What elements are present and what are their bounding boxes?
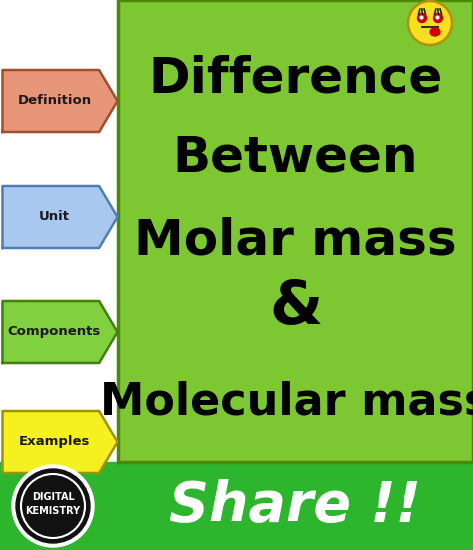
Polygon shape	[2, 301, 117, 363]
Circle shape	[12, 465, 94, 547]
Bar	[0, 462, 473, 550]
Text: DIGITAL: DIGITAL	[32, 492, 74, 502]
Circle shape	[433, 14, 443, 23]
Polygon shape	[2, 411, 117, 473]
Circle shape	[418, 14, 427, 23]
Text: Difference: Difference	[149, 54, 443, 102]
Text: Between: Between	[173, 133, 418, 181]
Polygon shape	[2, 186, 117, 248]
Bar	[118, 0, 473, 462]
Text: KEMISTRY: KEMISTRY	[26, 506, 80, 516]
Circle shape	[16, 469, 90, 543]
Text: Molar mass: Molar mass	[134, 216, 457, 264]
Ellipse shape	[430, 28, 440, 36]
Text: Definition: Definition	[18, 95, 92, 107]
Circle shape	[408, 1, 452, 45]
Text: Examples: Examples	[19, 436, 90, 448]
Text: Components: Components	[8, 326, 101, 338]
Text: &: &	[269, 278, 322, 337]
Text: Molecular mass: Molecular mass	[100, 381, 473, 424]
Text: Unit: Unit	[39, 211, 70, 223]
Polygon shape	[2, 70, 117, 132]
Text: Share !!: Share !!	[169, 479, 421, 533]
